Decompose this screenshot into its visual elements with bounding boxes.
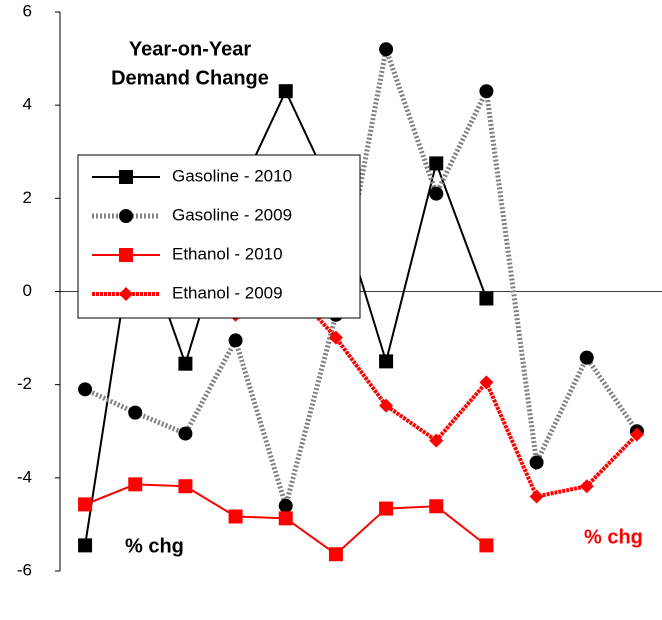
marker — [119, 287, 133, 301]
marker — [379, 501, 394, 516]
legend-label: Ethanol - 2009 — [172, 283, 283, 302]
marker — [479, 538, 494, 553]
annotation: % chg — [584, 526, 643, 548]
legend-label: Ethanol - 2010 — [172, 244, 283, 263]
y-tick-label: -4 — [17, 467, 32, 486]
marker — [429, 433, 444, 448]
marker — [429, 499, 444, 514]
marker — [278, 498, 293, 513]
marker — [78, 538, 93, 553]
marker — [579, 350, 594, 365]
marker — [629, 427, 644, 442]
y-tick-label: 2 — [23, 188, 32, 207]
marker — [379, 354, 394, 369]
marker — [529, 455, 544, 470]
marker — [78, 497, 93, 512]
marker — [119, 248, 133, 262]
marker — [529, 489, 544, 504]
y-tick-label: -2 — [17, 374, 32, 393]
marker — [278, 511, 293, 526]
annotation: % chg — [125, 535, 184, 557]
marker — [379, 42, 394, 57]
marker — [128, 477, 143, 492]
marker — [119, 209, 133, 223]
y-tick-label: 6 — [23, 1, 32, 20]
legend-label: Gasoline - 2009 — [172, 205, 292, 224]
marker — [228, 333, 243, 348]
marker — [379, 398, 394, 413]
series-line — [83, 213, 639, 499]
marker — [479, 84, 494, 99]
marker — [278, 84, 293, 99]
y-tick-label: -6 — [17, 560, 32, 579]
chart-title: Year-on-Year — [129, 38, 252, 60]
marker — [128, 405, 143, 420]
marker — [479, 375, 494, 390]
marker — [579, 479, 594, 494]
y-tick-label: 0 — [23, 281, 32, 300]
y-tick-label: 4 — [23, 95, 32, 114]
marker — [178, 356, 193, 371]
series-line — [84, 39, 639, 515]
marker — [429, 156, 444, 171]
legend-label: Gasoline - 2010 — [172, 166, 292, 185]
plot-area: -6-4-20246JanFebMarAprMayJunJulAugSepOct… — [17, 1, 662, 579]
legend: Gasoline - 2010 Gasoline - 2009 Ethanol - … — [77, 154, 361, 319]
marker — [178, 479, 193, 494]
marker — [78, 382, 93, 397]
marker — [429, 186, 444, 201]
chart-title: Demand Change — [111, 67, 269, 89]
marker — [479, 291, 494, 306]
marker — [119, 170, 133, 184]
marker — [228, 509, 243, 524]
marker — [178, 426, 193, 441]
marker — [328, 547, 343, 562]
marker — [328, 330, 343, 345]
